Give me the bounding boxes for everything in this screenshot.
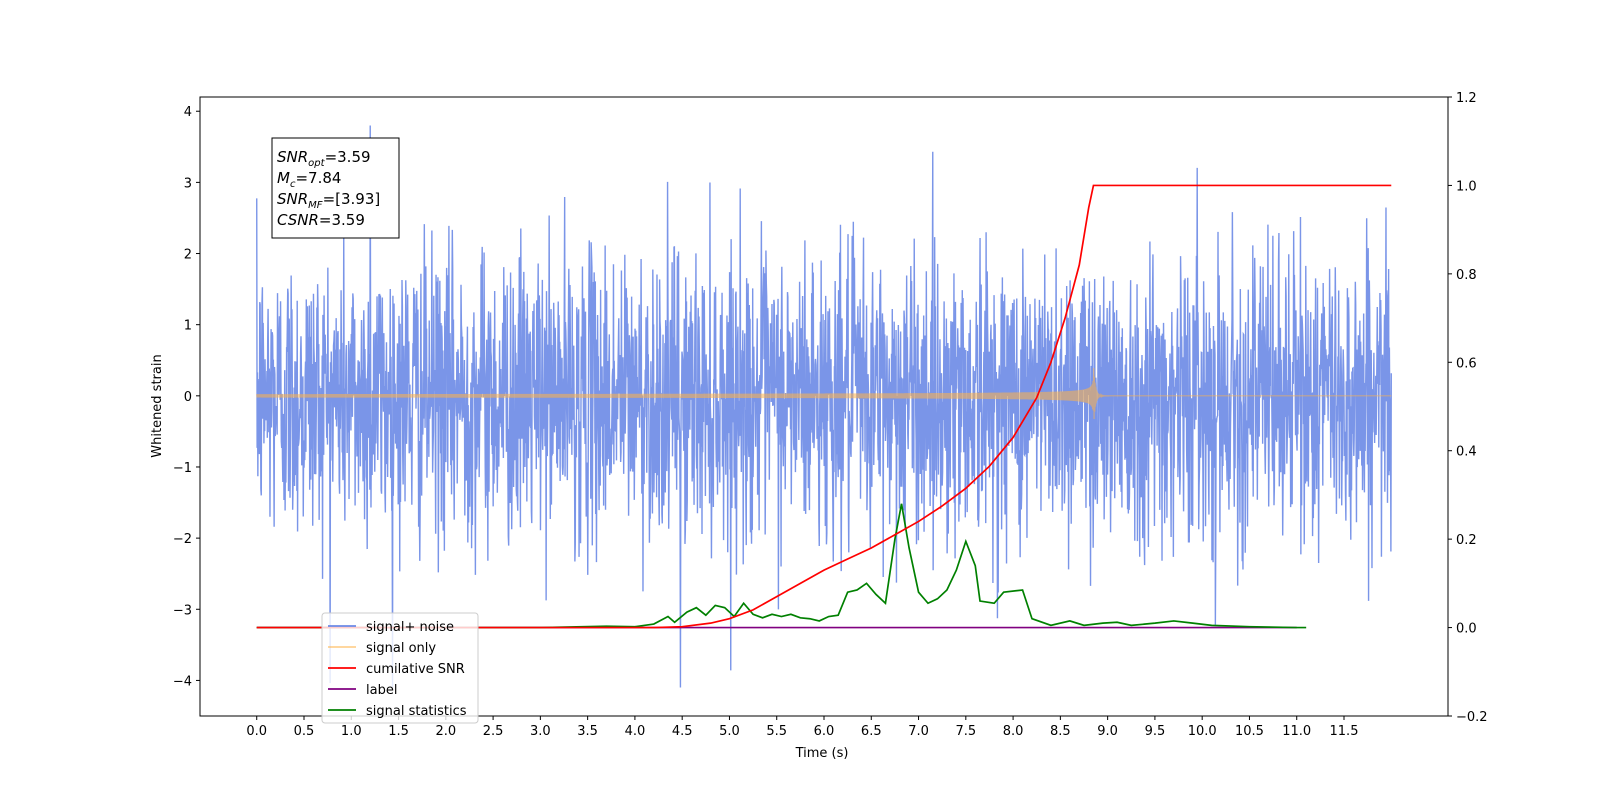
x-tick-label: 7.0 bbox=[908, 724, 929, 739]
x-axis: 0.0 0.5 1.0 1.5 2.0 2.5 3.0 3.5 4.0 4.5 5.0 5.5 6.0 6… bbox=[246, 716, 1358, 739]
x-tick-label: 6.0 bbox=[814, 724, 835, 739]
x-tick-label: 1.0 bbox=[341, 724, 362, 739]
y-left-tick-label: 3 bbox=[184, 176, 192, 191]
legend-label: signal+ noise bbox=[366, 620, 454, 635]
x-tick-label: 11.5 bbox=[1330, 724, 1359, 739]
y-right-tick-label: 0.0 bbox=[1456, 622, 1477, 637]
x-tick-label: 5.0 bbox=[719, 724, 740, 739]
x-tick-label: 6.5 bbox=[861, 724, 882, 739]
x-tick-label: 2.0 bbox=[435, 724, 456, 739]
stats-line: SNRMF=[3.93] bbox=[277, 190, 380, 211]
x-tick-label: 1.5 bbox=[388, 724, 409, 739]
series-cumulative-snr bbox=[256, 184, 1392, 629]
series-signal-statistics bbox=[256, 503, 1307, 629]
y-left-tick-label: 4 bbox=[184, 105, 192, 120]
y-right-tick-label: 1.0 bbox=[1456, 179, 1477, 194]
y-right-tick-label: 1.2 bbox=[1456, 91, 1477, 106]
x-tick-label: 9.0 bbox=[1097, 724, 1118, 739]
x-tick-label: 2.5 bbox=[483, 724, 504, 739]
legend: signal+ noise signal only cumilative SNR la… bbox=[321, 612, 479, 724]
y-right-tick-label: 0.4 bbox=[1456, 445, 1477, 460]
y-right-tick-label: 0.2 bbox=[1456, 533, 1477, 548]
legend-label: signal only bbox=[366, 641, 436, 656]
x-tick-label: 0.5 bbox=[294, 724, 315, 739]
y-right-tick-label: 0.8 bbox=[1456, 268, 1477, 283]
y-left-tick-label: 1 bbox=[184, 319, 192, 334]
legend-label: label bbox=[366, 683, 397, 698]
x-tick-label: 10.0 bbox=[1188, 724, 1217, 739]
y-left-tick-label: −3 bbox=[173, 603, 192, 618]
legend-frame bbox=[321, 612, 479, 724]
y-left-tick-label: −2 bbox=[173, 532, 192, 547]
x-tick-label: 0.0 bbox=[246, 724, 267, 739]
x-tick-label: 8.5 bbox=[1050, 724, 1071, 739]
y-right-tick-label: 0.6 bbox=[1456, 356, 1477, 371]
x-tick-label: 4.0 bbox=[625, 724, 646, 739]
y-right-tick-label: −0.2 bbox=[1456, 710, 1488, 725]
y-left-tick-label: 2 bbox=[184, 248, 192, 263]
x-tick-label: 11.0 bbox=[1282, 724, 1311, 739]
stats-line: Mc=7.84 bbox=[277, 169, 341, 190]
series-signal-only bbox=[256, 367, 1392, 419]
x-tick-label: 4.5 bbox=[672, 724, 693, 739]
y-left-tick-label: −4 bbox=[173, 674, 192, 689]
stats-line: SNRopt=3.59 bbox=[277, 148, 371, 169]
y-left-tick-label: −1 bbox=[173, 461, 192, 476]
x-tick-label: 8.0 bbox=[1003, 724, 1024, 739]
plot-area bbox=[256, 125, 1392, 688]
x-axis-title: Time (s) bbox=[795, 746, 849, 761]
y-axis-left: 4 3 2 1 0 −1 −2 −3 −4 bbox=[173, 105, 200, 689]
x-tick-label: 9.5 bbox=[1145, 724, 1166, 739]
x-tick-label: 7.5 bbox=[955, 724, 976, 739]
x-tick-label: 3.0 bbox=[530, 724, 551, 739]
y-left-tick-label: 0 bbox=[184, 390, 192, 405]
y-axis-right: 1.2 1.0 0.8 0.6 0.4 0.2 0.0 −0.2 bbox=[1448, 91, 1488, 725]
stats-line: CSNR=3.59 bbox=[277, 211, 365, 229]
x-tick-label: 5.5 bbox=[766, 724, 787, 739]
x-tick-label: 3.5 bbox=[577, 724, 598, 739]
y-axis-title: Whitened strain bbox=[150, 354, 165, 457]
legend-label: cumilative SNR bbox=[366, 662, 465, 677]
stats-box-frame bbox=[271, 137, 400, 239]
legend-label: signal statistics bbox=[366, 704, 467, 719]
series-signal-noise bbox=[256, 125, 1392, 688]
x-tick-label: 10.5 bbox=[1235, 724, 1264, 739]
